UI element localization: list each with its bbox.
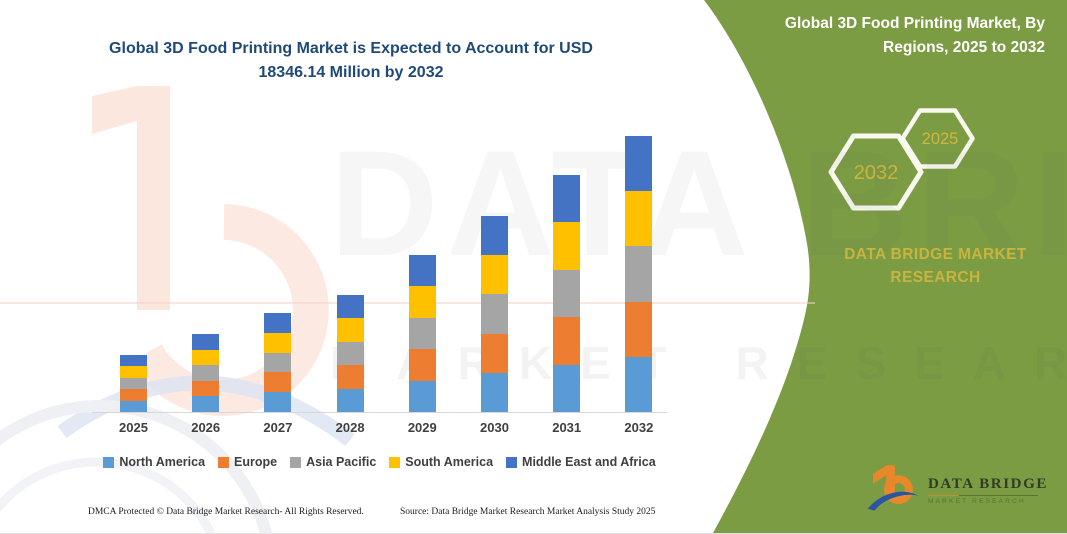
bar-segment-south-america-2032 <box>625 191 653 247</box>
x-axis-label-2026: 2026 <box>191 420 221 435</box>
bar-segment-europe-2025 <box>120 389 147 401</box>
bar-segment-north-america-2025 <box>120 400 147 412</box>
logo-tagline: MARKET RESEARCH <box>928 498 1026 505</box>
bar-segment-middle-east-and-africa-2026 <box>192 334 220 350</box>
bar-segment-north-america-2029 <box>408 380 436 412</box>
chart-title: Global 3D Food Printing Market is Expect… <box>86 37 616 85</box>
bar-segment-north-america-2026 <box>192 396 220 412</box>
bar-segment-north-america-2028 <box>336 388 364 412</box>
bar-segment-south-america-2026 <box>192 349 220 366</box>
chart-title-line1: Global 3D Food Printing Market is Expect… <box>109 40 593 57</box>
bar-segment-middle-east-and-africa-2029 <box>408 255 436 287</box>
logo-divider <box>928 495 1038 496</box>
bar-segment-europe-2029 <box>408 349 436 381</box>
dmca-footer-text: DMCA Protected © Data Bridge Market Rese… <box>88 507 364 517</box>
panel-title-line2: Regions, 2025 to 2032 <box>883 39 1045 56</box>
bar-segment-asia-pacific-2030 <box>481 294 508 334</box>
watermark-corner-circle-inner <box>0 457 216 533</box>
logo-wordmark: DATA BRIDGE <box>928 476 1048 492</box>
x-axis-label-2027: 2027 <box>263 420 293 435</box>
databridge-logo-icon <box>867 465 919 511</box>
bar-segment-europe-2027 <box>264 372 292 393</box>
bar-segment-europe-2031 <box>553 317 581 365</box>
x-axis-label-2028: 2028 <box>335 420 365 435</box>
bar-segment-middle-east-and-africa-2028 <box>336 295 364 319</box>
panel-title: Global 3D Food Printing Market, By Regio… <box>725 12 1045 60</box>
bar-segment-europe-2030 <box>481 333 508 373</box>
bar-segment-south-america-2028 <box>336 318 364 342</box>
legend-swatch-europe <box>218 456 230 468</box>
x-axis-labels: 2025 2026 2027 2028 2029 2030 2031 2032 <box>92 420 667 438</box>
legend-item-europe: Europe <box>218 455 277 469</box>
bar-segment-europe-2026 <box>192 380 220 397</box>
x-axis-label-2025: 2025 <box>119 420 148 435</box>
bar-chart-plot-area <box>92 130 667 413</box>
bar-segment-middle-east-and-africa-2031 <box>553 175 581 223</box>
bar-segment-south-america-2031 <box>553 222 581 270</box>
chart-legend: North America Europe Asia Pacific South Ame… <box>92 455 667 469</box>
bar-segment-north-america-2030 <box>481 372 508 412</box>
source-footer-text: Source: Data Bridge Market Research Mark… <box>400 507 656 517</box>
bar-segment-asia-pacific-2028 <box>336 341 364 366</box>
bar-segment-asia-pacific-2031 <box>553 269 581 318</box>
bar-segment-south-america-2025 <box>120 366 147 378</box>
legend-item-north-america: North America <box>103 455 205 469</box>
x-axis-label-2031: 2031 <box>552 420 582 435</box>
bar-segment-south-america-2030 <box>481 255 508 295</box>
bar-segment-south-america-2029 <box>408 286 436 318</box>
legend-label-north-america: North America <box>119 455 206 469</box>
bar-segment-north-america-2027 <box>264 392 292 412</box>
hexagon-2032 <box>828 133 924 211</box>
hexagon-2025 <box>900 108 975 169</box>
legend-label-europe: Europe <box>234 455 278 469</box>
brand-name-line1: DATA BRIDGE MARKET <box>844 246 1027 263</box>
legend-swatch-north-america <box>103 456 115 468</box>
brand-name-block: DATA BRIDGE MARKET RESEARCH <box>838 243 1033 289</box>
bar-segment-south-america-2027 <box>264 332 292 353</box>
x-axis-label-2029: 2029 <box>407 420 437 435</box>
logo-b-hook <box>873 465 887 484</box>
bar-segment-asia-pacific-2032 <box>625 246 653 302</box>
hexagon-2025-label: 2025 <box>922 130 959 148</box>
legend-label-south-america: South America <box>405 455 494 469</box>
bar-segment-asia-pacific-2025 <box>120 377 147 390</box>
watermark-b-hook <box>92 86 137 134</box>
panel-title-line1: Global 3D Food Printing Market, By <box>784 15 1045 32</box>
logo-b-bowl <box>883 475 913 505</box>
hexagon-2032-label: 2032 <box>854 162 899 184</box>
bar-segment-middle-east-and-africa-2032 <box>625 136 653 192</box>
logo-swoosh <box>867 491 919 511</box>
bar-segment-middle-east-and-africa-2025 <box>120 355 147 367</box>
bar-segment-middle-east-and-africa-2027 <box>264 313 292 333</box>
legend-item-asia-pacific: Asia Pacific <box>290 455 376 469</box>
legend-swatch-asia-pacific <box>290 456 302 468</box>
brand-name-line2: RESEARCH <box>890 269 981 286</box>
legend-swatch-middle-east-and-africa <box>506 456 518 468</box>
bar-segment-asia-pacific-2027 <box>264 352 292 373</box>
legend-item-south-america: South America <box>389 455 493 469</box>
bar-segment-north-america-2032 <box>625 356 653 412</box>
legend-swatch-south-america <box>389 456 401 468</box>
chart-title-line2: 18346.14 Million by 2032 <box>258 64 444 81</box>
x-axis-label-2032: 2032 <box>624 420 654 435</box>
bar-segment-asia-pacific-2029 <box>408 317 436 350</box>
bar-segment-middle-east-and-africa-2030 <box>481 216 508 256</box>
bar-segment-europe-2028 <box>336 365 364 389</box>
x-axis-label-2030: 2030 <box>480 420 509 435</box>
legend-label-asia-pacific: Asia Pacific <box>306 455 377 469</box>
legend-label-middle-east-and-africa: Middle East and Africa <box>522 455 656 469</box>
bar-segment-north-america-2031 <box>553 364 581 412</box>
bar-segment-asia-pacific-2026 <box>192 365 220 381</box>
legend-item-middle-east-and-africa: Middle East and Africa <box>506 455 656 469</box>
bar-segment-europe-2032 <box>625 301 653 357</box>
